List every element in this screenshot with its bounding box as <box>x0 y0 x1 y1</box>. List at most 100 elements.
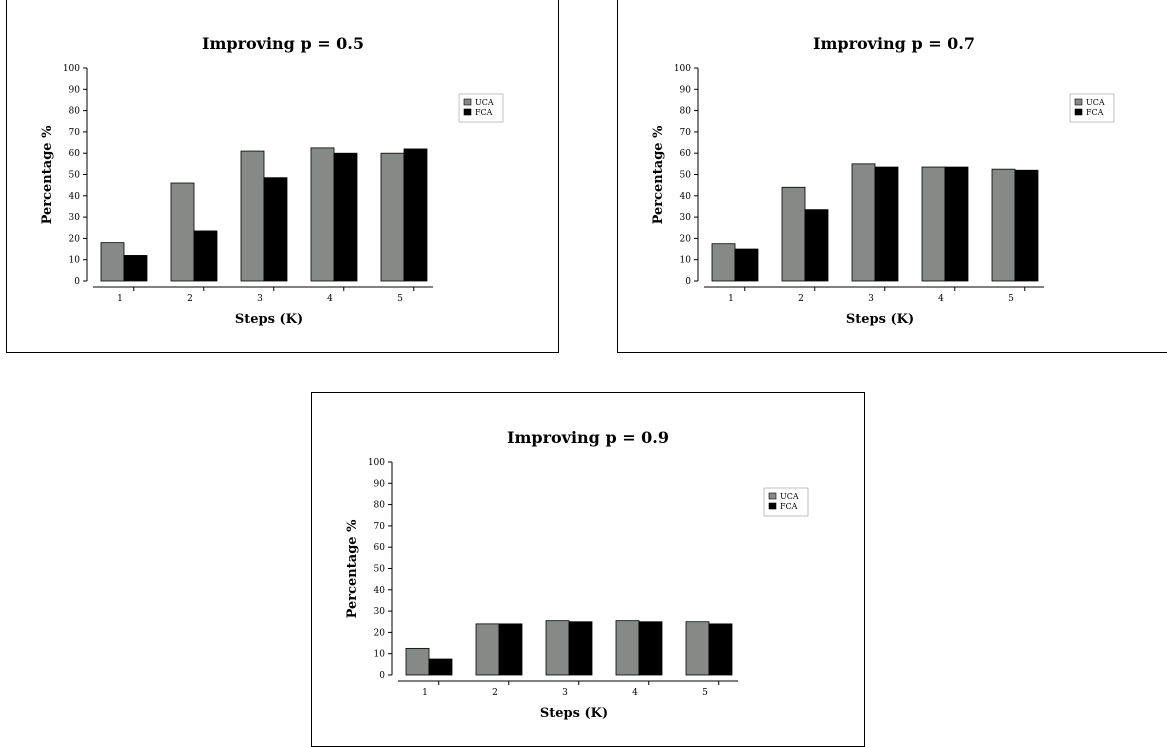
x-tick-label: 5 <box>1008 294 1014 304</box>
legend-label-fca: FCA <box>1086 108 1104 117</box>
x-tick-label: 4 <box>327 294 333 304</box>
bar-fca-2 <box>498 623 523 676</box>
legend-label-uca: UCA <box>475 98 494 107</box>
y-tick-label: 70 <box>374 522 386 532</box>
bar-uca-2 <box>781 186 806 282</box>
y-tick-label: 40 <box>69 192 81 202</box>
y-tick-label: 50 <box>374 565 386 575</box>
bar-fca-2 <box>193 230 218 282</box>
x-tick-label: 3 <box>868 294 874 304</box>
bar-uca-3 <box>545 620 570 676</box>
chart-title: Improving p = 0.7 <box>813 34 975 53</box>
legend-swatch-fca <box>768 502 777 510</box>
y-tick-label: 50 <box>680 171 692 181</box>
chart-panel-p07: Improving p = 0.7 0 10 20 30 40 50 60 70 80 90 100 1… <box>617 0 1167 353</box>
x-tick-label: 4 <box>632 688 638 698</box>
y-tick-label: 30 <box>374 607 386 617</box>
y-tick-label: 80 <box>680 107 692 117</box>
bar-fca-4 <box>333 152 358 282</box>
bar-uca-5 <box>380 152 405 282</box>
y-tick-label: 90 <box>374 479 386 489</box>
x-tick-label: 2 <box>187 294 193 304</box>
bar-uca-1 <box>711 243 736 282</box>
y-tick-label: 100 <box>63 64 80 74</box>
y-tick-label: 80 <box>69 107 81 117</box>
y-tick-label: 0 <box>74 277 80 287</box>
bar-uca-1 <box>100 242 125 282</box>
bar-uca-2 <box>475 623 500 676</box>
bar-fca-1 <box>428 658 453 676</box>
bar-fca-3 <box>568 621 593 676</box>
bar-uca-2 <box>170 182 195 282</box>
y-tick-label: 100 <box>368 458 385 468</box>
y-tick-label: 60 <box>69 149 81 159</box>
y-axis-label: Percentage % <box>651 125 666 224</box>
y-tick-label: 0 <box>685 277 691 287</box>
x-tick-label: 1 <box>422 688 428 698</box>
y-axis-label: Percentage % <box>345 519 360 618</box>
bar-uca-4 <box>921 166 946 282</box>
y-tick-label: 90 <box>680 85 692 95</box>
y-tick-label: 40 <box>680 192 692 202</box>
y-tick-label: 0 <box>379 671 385 681</box>
legend-label-uca: UCA <box>1086 98 1105 107</box>
bar-fca-1 <box>123 255 148 282</box>
legend-swatch-fca <box>463 108 472 116</box>
bar-chart: Improving p = 0.7 0 10 20 30 40 50 60 70 80 90 100 1… <box>651 34 1115 327</box>
chart-title: Improving p = 0.5 <box>202 34 364 53</box>
bar-fca-3 <box>874 166 899 282</box>
bar-chart: Improving p = 0.5 0 10 20 30 40 50 60 70 80 90 100 1… <box>40 34 504 327</box>
y-tick-label: 30 <box>69 213 81 223</box>
legend-box <box>458 93 504 123</box>
bar-uca-3 <box>851 163 876 282</box>
bar-uca-4 <box>310 147 335 282</box>
legend-swatch-fca <box>1074 108 1083 116</box>
bar-fca-1 <box>734 248 759 282</box>
x-axis-label: Steps (K) <box>540 706 608 721</box>
bar-uca-4 <box>615 620 640 676</box>
y-tick-label: 40 <box>374 586 386 596</box>
x-tick-label: 3 <box>257 294 263 304</box>
bar-uca-5 <box>685 621 710 676</box>
y-tick-label: 20 <box>69 234 81 244</box>
x-tick-label: 2 <box>492 688 498 698</box>
x-axis-label: Steps (K) <box>235 312 303 327</box>
legend-box <box>1069 93 1115 123</box>
y-tick-label: 10 <box>69 256 81 266</box>
x-tick-label: 1 <box>117 294 123 304</box>
y-tick-label: 20 <box>374 628 386 638</box>
y-tick-label: 20 <box>680 234 692 244</box>
legend-label-fca: FCA <box>780 502 798 511</box>
legend-swatch-uca <box>463 98 472 106</box>
y-tick-label: 70 <box>69 128 81 138</box>
legend-label-uca: UCA <box>780 492 799 501</box>
chart-panel-p05: Improving p = 0.5 0 10 20 30 40 50 60 70 80 90 100 1… <box>6 0 559 353</box>
y-axis-label: Percentage % <box>40 125 55 224</box>
y-tick-label: 50 <box>69 171 81 181</box>
x-tick-label: 5 <box>702 688 708 698</box>
x-tick-label: 3 <box>562 688 568 698</box>
chart-panel-p09: Improving p = 0.9 0 10 20 30 40 50 60 70 80 90 100 1… <box>311 392 865 747</box>
x-tick-label: 4 <box>938 294 944 304</box>
y-tick-label: 90 <box>69 85 81 95</box>
bar-fca-5 <box>1014 169 1039 282</box>
y-tick-label: 30 <box>680 213 692 223</box>
bar-uca-3 <box>240 150 265 282</box>
legend-label-fca: FCA <box>475 108 493 117</box>
bar-chart: Improving p = 0.9 0 10 20 30 40 50 60 70 80 90 100 1… <box>345 428 809 721</box>
y-tick-label: 10 <box>374 650 386 660</box>
bar-fca-4 <box>638 621 663 676</box>
y-tick-label: 60 <box>374 543 386 553</box>
legend-box <box>763 487 809 517</box>
bar-uca-1 <box>405 647 430 676</box>
y-tick-label: 80 <box>374 501 386 511</box>
x-tick-label: 5 <box>397 294 403 304</box>
y-tick-label: 10 <box>680 256 692 266</box>
x-tick-label: 1 <box>728 294 734 304</box>
x-tick-label: 2 <box>798 294 804 304</box>
y-tick-label: 70 <box>680 128 692 138</box>
y-tick-label: 100 <box>674 64 691 74</box>
